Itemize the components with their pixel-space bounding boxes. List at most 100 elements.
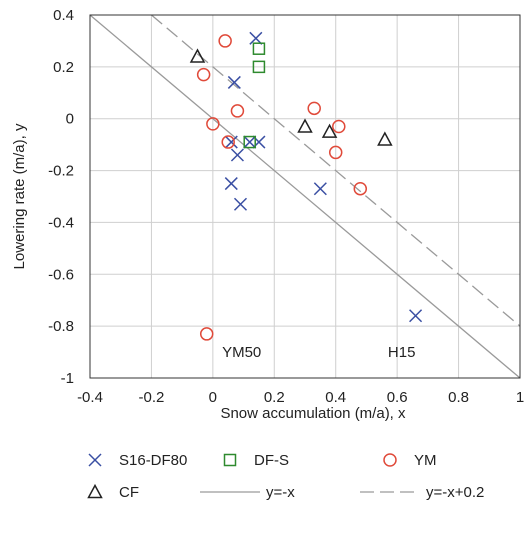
- point-ym: [218, 34, 232, 48]
- legend-marker: [383, 453, 397, 467]
- x-stroke: [230, 148, 244, 162]
- x-stroke: [409, 309, 423, 323]
- point-s16-df80: [233, 197, 248, 211]
- y-tick-label: -0.2: [48, 163, 74, 180]
- legend-label: y=-x: [266, 484, 295, 501]
- series-line-y-x: [89, 14, 521, 379]
- square-shape: [243, 135, 256, 149]
- circle-shape: [206, 117, 220, 131]
- y-tick-label: -0.6: [48, 266, 74, 283]
- square-shape: [252, 42, 266, 55]
- circle-shape: [332, 119, 346, 134]
- data-points: [189, 31, 423, 341]
- legend-item-y-x: y=-x: [200, 484, 295, 501]
- point-ym: [230, 104, 245, 118]
- triangle-shape: [189, 48, 206, 63]
- x-stroke: [313, 182, 327, 196]
- point-ym: [206, 117, 220, 131]
- legend-item-cf: CF: [87, 483, 139, 501]
- y-tick-label: -0.4: [48, 214, 74, 231]
- series-line-y-x-0-2: [151, 14, 521, 327]
- legend-marker: [87, 483, 103, 499]
- circle-shape: [199, 327, 214, 341]
- x-tick-label: 0.6: [387, 389, 408, 406]
- point-s16-df80: [409, 309, 423, 323]
- point-ym: [199, 327, 214, 341]
- triangle-shape: [87, 483, 103, 499]
- square-shape: [223, 453, 237, 467]
- y-tick-label: -1: [61, 370, 74, 387]
- point-s16-df80: [230, 148, 244, 162]
- legend-label: DF-S: [254, 452, 289, 469]
- legend-marker: [223, 453, 237, 467]
- plot-frame: [89, 14, 521, 379]
- x-stroke: [233, 197, 248, 211]
- circle-shape: [230, 104, 245, 118]
- point-ym: [328, 145, 343, 160]
- point-ym: [353, 181, 368, 196]
- x-stroke: [243, 135, 257, 149]
- y-axis-title: Lowering rate (m/a), y: [11, 123, 28, 269]
- circle-shape: [218, 34, 232, 48]
- point-s16-df80: [227, 75, 241, 89]
- point-df-s: [252, 60, 266, 74]
- x-tick-label: 0.2: [264, 389, 285, 406]
- point-ym: [196, 67, 211, 82]
- point-df-s: [243, 135, 256, 149]
- y-tick-label: 0.4: [53, 7, 74, 24]
- point-cf: [377, 131, 393, 146]
- square-shape: [252, 60, 266, 74]
- legend-item-s16-df80: S16-DF80: [88, 452, 187, 469]
- triangle-shape: [321, 123, 338, 138]
- circle-shape: [353, 181, 368, 196]
- x-tick-label: 0.4: [325, 389, 346, 406]
- reference-lines: [89, 14, 521, 379]
- circle-shape: [307, 101, 321, 116]
- legend-label: CF: [119, 484, 139, 501]
- point-cf: [189, 48, 206, 63]
- point-s16-df80: [243, 135, 257, 149]
- point-s16-df80: [224, 177, 238, 191]
- x-stroke: [88, 453, 102, 467]
- point-s16-df80: [224, 135, 238, 149]
- point-ym: [221, 135, 235, 149]
- x-stroke: [227, 75, 241, 89]
- point-s16-df80: [313, 182, 327, 196]
- x-tick-label: 0.8: [448, 389, 469, 406]
- legend-marker: [88, 453, 102, 467]
- tick-labels: -0.4 -0.2 0 0.2 0.4 0.6 0.8 1 -1 -0.8 -0.6 -0.4 -0.2…: [48, 7, 524, 406]
- annotations: YM50 H15: [222, 344, 415, 361]
- legend-item-df-s: DF-S: [223, 452, 289, 469]
- y-tick-label: 0: [66, 111, 74, 128]
- circle-shape: [196, 67, 211, 82]
- x-stroke: [224, 177, 238, 191]
- y-tick-label: 0.2: [53, 59, 74, 76]
- x-axis-title: Snow accumulation (m/a), x: [220, 405, 406, 422]
- point-ym: [332, 119, 346, 134]
- x-stroke: [224, 135, 238, 149]
- circle-shape: [328, 145, 343, 160]
- point-cf: [321, 123, 338, 138]
- legend-label: S16-DF80: [119, 452, 187, 469]
- annotation-label: YM50: [222, 344, 261, 361]
- legend-item-y-x-0-2: y=-x+0.2: [360, 484, 484, 501]
- circle-shape: [221, 135, 235, 149]
- annotation-label: H15: [388, 344, 416, 361]
- x-tick-label: 0: [209, 389, 217, 406]
- x-stroke: [249, 31, 263, 45]
- x-tick-label: -0.4: [77, 389, 103, 406]
- legend-label: YM: [414, 452, 437, 469]
- x-tick-label: -0.2: [138, 389, 164, 406]
- triangle-shape: [377, 131, 393, 146]
- legend-label: y=-x+0.2: [426, 484, 484, 501]
- point-ym: [307, 101, 321, 116]
- x-tick-label: 1: [516, 389, 524, 406]
- point-cf: [297, 118, 313, 133]
- legend: S16-DF80 DF-S YM CF y=-x y=-x+0.2: [87, 452, 484, 501]
- circle-shape: [383, 453, 397, 467]
- legend-item-ym: YM: [383, 452, 437, 469]
- point-df-s: [252, 42, 266, 55]
- point-s16-df80: [249, 31, 263, 45]
- y-tick-label: -0.8: [48, 318, 74, 335]
